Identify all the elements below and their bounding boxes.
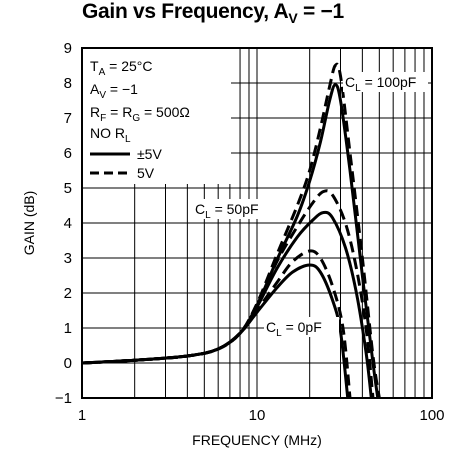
y-tick-label: 0 <box>64 355 72 372</box>
x-tick-label: 100 <box>419 407 444 424</box>
y-axis-label: GAIN (dB) <box>21 191 37 256</box>
y-tick-label: 3 <box>64 250 72 267</box>
curve-single-5v-cl-50pf <box>81 189 375 399</box>
legend-label-single-supply: 5V <box>137 165 155 181</box>
curve-dual-5v-cl-50pf <box>81 210 373 399</box>
y-tick-label: 8 <box>64 75 72 92</box>
curves <box>81 62 381 399</box>
x-tick-label: 1 <box>78 407 86 424</box>
plot-border <box>81 47 433 399</box>
y-tick-label: 7 <box>64 110 72 127</box>
plot-frame <box>81 47 433 399</box>
y-tick-label: 1 <box>64 320 72 337</box>
condition-rf-rg: RF = RG = 500Ω <box>90 104 190 124</box>
y-tick-label: 2 <box>64 285 72 302</box>
condition-ta: TA = 25°C <box>90 58 152 78</box>
tick-labels: −1 0 1 2 3 4 5 6 7 8 9 1 10 100 <box>55 40 445 424</box>
y-tick-label: 9 <box>64 40 72 57</box>
x-axis-label: FREQUENCY (MHz) <box>192 432 322 448</box>
y-tick-label: 6 <box>64 145 72 162</box>
conditions-box-background <box>83 49 231 184</box>
annotation-cl-0pf: CL = 0pF <box>264 317 339 339</box>
svg-text:CL = 100pF: CL = 100pF <box>345 74 416 94</box>
annotation-cl-100pf: CL = 100pF <box>343 72 428 94</box>
y-tick-label: 4 <box>64 215 72 232</box>
annotation-cl-50pf: CL = 50pF <box>193 199 268 221</box>
x-tick-label: 10 <box>249 407 266 424</box>
y-tick-label: 5 <box>64 180 72 197</box>
svg-text:CL = 50pF: CL = 50pF <box>195 201 259 221</box>
condition-no-rl: NO RL <box>90 125 131 145</box>
curve-dual-5v-cl-100pf <box>81 83 380 399</box>
y-tick-label: −1 <box>55 390 72 407</box>
legend-label-dual-supply: ±5V <box>137 146 162 162</box>
chart-title: Gain vs Frequency, AV = −1 <box>82 0 344 27</box>
condition-av: AV = −1 <box>90 81 138 101</box>
curve-single-5v-cl-100pf <box>81 62 381 399</box>
svg-text:CL = 0pF: CL = 0pF <box>266 319 322 339</box>
